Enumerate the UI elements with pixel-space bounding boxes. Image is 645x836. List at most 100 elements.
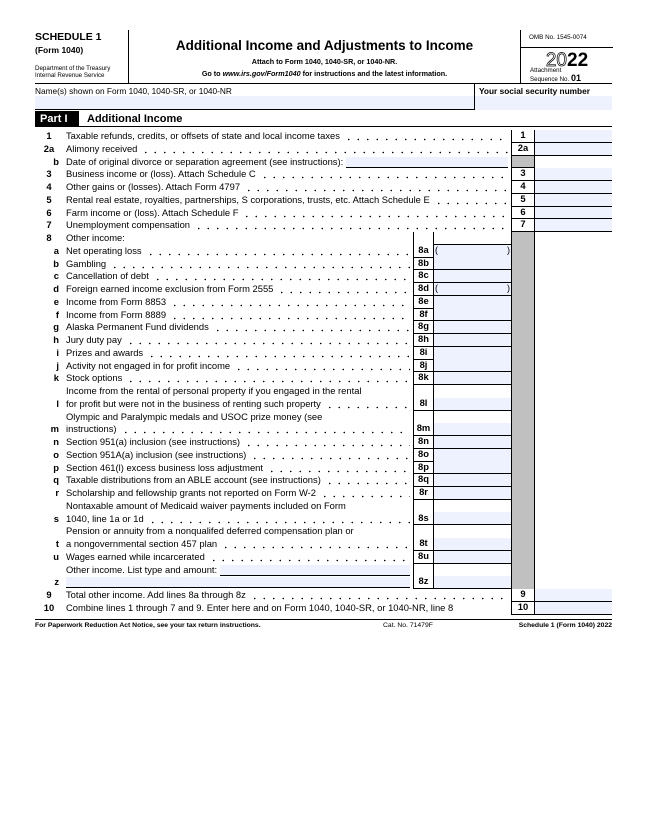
- line-3-amount-input[interactable]: [535, 168, 612, 181]
- line-8n-amount-input[interactable]: [434, 435, 511, 449]
- line-number: 8: [46, 232, 52, 243]
- line-text: Section 461(l) excess business loss adju…: [66, 461, 263, 473]
- line-text: Nontaxable amount of Medicaid waiver pay…: [66, 499, 346, 511]
- form-line-1: 1 Taxable refunds, credits, or offsets of…: [35, 129, 612, 143]
- line-text: Income from Form 8889: [66, 308, 167, 320]
- shaded-cell: [511, 525, 535, 551]
- inner-line-label: 8e: [413, 295, 434, 309]
- form-header: SCHEDULE 1 (Form 1040) Department of the…: [35, 30, 613, 84]
- line-8o-amount-input[interactable]: [434, 448, 511, 462]
- form-line-8g: g Alaska Permanent Fund dividends 8g: [35, 320, 612, 334]
- blank-amount-cell: [535, 321, 612, 334]
- other-income-type-input-2[interactable]: [66, 577, 410, 589]
- line-text: Alimony received: [66, 142, 138, 154]
- line-8i-amount-input[interactable]: [434, 346, 511, 360]
- ssn-input[interactable]: Your social security number: [474, 84, 612, 110]
- line-8r-amount-input[interactable]: [434, 486, 511, 500]
- dot-leader: [259, 168, 508, 181]
- form-line-5: 5 Rental real estate, royalties, partners…: [35, 193, 612, 207]
- line-description: Section 951(a) inclusion (see instructio…: [66, 436, 410, 449]
- dot-leader: [120, 423, 410, 436]
- inner-line-label: 8q: [413, 473, 434, 487]
- line-8b-amount-input[interactable]: [434, 257, 511, 271]
- line-text: instructions): [66, 423, 117, 435]
- line-8j-amount-input[interactable]: [434, 359, 511, 373]
- schedule-number: SCHEDULE 1: [35, 31, 102, 43]
- paperwork-notice: For Paperwork Reduction Act Notice, see …: [35, 622, 261, 629]
- line-8z-amount-input[interactable]: [434, 563, 511, 589]
- line-text: Combine lines 1 through 7 and 9. Enter h…: [66, 601, 454, 613]
- form-line-b: b Date of original divorce or separation …: [35, 155, 612, 169]
- line-text: Income from the rental of personal prope…: [66, 385, 362, 396]
- line-number: e: [53, 295, 59, 307]
- blank-amount-cell: [535, 245, 612, 258]
- blank-amount-cell: [535, 449, 612, 462]
- line-description: Net operating loss: [66, 244, 410, 258]
- line-description: Alaska Permanent Fund dividends: [66, 321, 410, 334]
- line-8p-amount-input[interactable]: [434, 461, 511, 475]
- other-income-type-input[interactable]: [220, 564, 410, 576]
- blank-amount-cell: [535, 258, 612, 271]
- blank-amount-cell: [535, 360, 612, 373]
- line-8g-amount-input[interactable]: [434, 321, 511, 334]
- line-8l-amount-input[interactable]: [434, 385, 511, 411]
- line-4-amount-input[interactable]: [535, 181, 612, 194]
- form-line-2a: 2a Alimony received 2a: [35, 142, 612, 156]
- line-6-amount-input[interactable]: [535, 206, 612, 220]
- shaded-cell: [511, 436, 535, 449]
- line-description: Cancellation of debt: [66, 270, 410, 283]
- line-number: z: [54, 576, 59, 588]
- dot-leader: [147, 512, 410, 526]
- shaded-cell: [511, 385, 535, 411]
- line-1-amount-input[interactable]: [535, 130, 612, 143]
- line-8a-amount-input[interactable]: (): [434, 244, 511, 258]
- line-label: 2a: [511, 142, 535, 156]
- divorce-date-input[interactable]: [346, 156, 508, 168]
- omb-number: OMB No. 1545-0074: [529, 34, 587, 41]
- dot-leader: [194, 219, 508, 232]
- line-text: Cancellation of debt: [66, 270, 149, 282]
- form-line-8h: h Jury duty pay 8h: [35, 333, 612, 347]
- irs-link[interactable]: www.irs.gov/Form1040: [222, 69, 301, 78]
- line-8e-amount-input[interactable]: [434, 295, 511, 309]
- ssn-label: Your social security number: [479, 86, 590, 96]
- line-8h-amount-input[interactable]: [434, 333, 511, 347]
- line-description: Foreign earned income exclusion from For…: [66, 283, 410, 296]
- line-number: k: [53, 372, 59, 384]
- line-description: Farm income or (loss). Attach Schedule F: [66, 206, 508, 220]
- line-text: for profit but were not in the business …: [66, 397, 321, 409]
- line-text: Other income. List type and amount:: [66, 563, 218, 575]
- dot-leader: [234, 359, 410, 373]
- part-label: Part I: [35, 111, 79, 127]
- line-label: 9: [511, 588, 535, 602]
- line-9-amount-input[interactable]: [535, 589, 612, 602]
- dot-leader: [433, 193, 508, 207]
- form-id-block: SCHEDULE 1 (Form 1040) Department of the…: [35, 30, 129, 84]
- line-8d-amount-input[interactable]: (): [434, 282, 511, 296]
- line-label: 5: [511, 193, 535, 207]
- line-8m-amount-input[interactable]: [434, 410, 511, 436]
- line-8s-amount-input[interactable]: [434, 499, 511, 526]
- blank-amount-cell: [535, 372, 612, 385]
- line-8u-amount-input[interactable]: [434, 550, 511, 564]
- line-7-amount-input[interactable]: [535, 219, 612, 232]
- line-5-amount-input[interactable]: [535, 193, 612, 207]
- line-text: Olympic and Paralympic medals and USOC p…: [66, 410, 323, 422]
- line-8q-amount-input[interactable]: [434, 474, 511, 487]
- line-8t-amount-input[interactable]: [434, 525, 511, 551]
- line-8k-amount-input[interactable]: [434, 372, 511, 385]
- line-number: d: [53, 283, 59, 294]
- line-2a-amount-input[interactable]: [535, 142, 612, 156]
- line-8f-amount-input[interactable]: [434, 308, 511, 322]
- line-10-amount-input[interactable]: [535, 601, 612, 615]
- shaded-cell: [511, 372, 535, 385]
- inner-line-label: 8s: [413, 499, 434, 526]
- line-number: 7: [46, 219, 52, 231]
- name-input[interactable]: [35, 96, 474, 109]
- blank-amount-cell: [535, 487, 612, 500]
- line-8c-amount-input[interactable]: [434, 270, 511, 283]
- part-title: Additional Income: [87, 113, 183, 125]
- line-text: Farm income or (loss). Attach Schedule F: [66, 206, 239, 218]
- form-line-7: 7 Unemployment compensation 7: [35, 218, 612, 232]
- line-text: Section 951A(a) inclusion (see instructi…: [66, 448, 247, 460]
